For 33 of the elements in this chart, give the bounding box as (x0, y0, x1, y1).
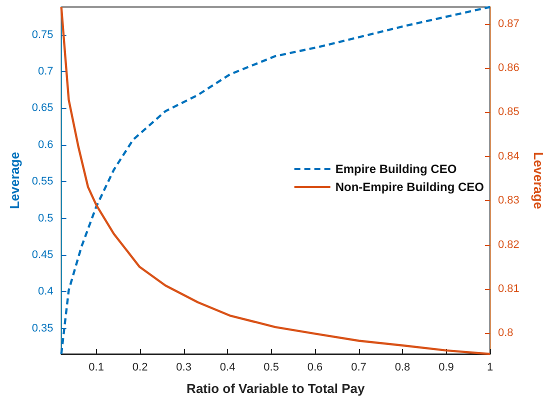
y-tick-label: 0.6 (38, 138, 54, 151)
x-tick-label: 0.9 (438, 362, 454, 374)
y2-tick-label: 0.87 (498, 18, 520, 30)
y-tick-label: 0.75 (32, 28, 54, 41)
y-tick-label: 0.35 (32, 322, 54, 334)
y2-tick-label: 0.82 (498, 238, 520, 251)
y-tick-label: 0.4 (38, 286, 54, 298)
x-axis-title: Ratio of Variable to Total Pay (186, 381, 366, 396)
y2-tick-label: 0.85 (498, 106, 520, 118)
x-tick-label: 0.6 (307, 362, 323, 374)
legend-label: Empire Building CEO (335, 162, 457, 176)
y-tick-label: 0.5 (38, 212, 54, 224)
y2-tick-label: 0.81 (498, 283, 520, 296)
x-tick-label: 0.8 (394, 362, 410, 374)
y2-tick-label: 0.83 (498, 194, 520, 207)
y-tick-label: 0.65 (32, 102, 54, 114)
x-tick-label: 0.7 (351, 362, 366, 374)
x-tick-label: 0.4 (220, 362, 236, 374)
y-tick-label: 0.55 (32, 176, 54, 188)
y2-tick-label: 0.84 (498, 150, 520, 162)
y-axis-title: Leverage (7, 152, 22, 210)
x-tick-label: 0.2 (132, 362, 148, 374)
line-series (60, 6, 492, 356)
x-tick-label: 0.3 (176, 362, 192, 374)
y-tick-label: 0.45 (32, 248, 54, 261)
x-tick-label: 0.1 (88, 362, 104, 374)
legend-label: Non-Empire Building CEO (335, 180, 484, 194)
y2-axis-title: Leverage (531, 152, 546, 210)
y2-tick-label: 0.8 (498, 327, 514, 340)
y2-tick-label: 0.86 (498, 62, 520, 74)
x-tick-label: 1 (486, 362, 494, 374)
y-tick-label: 0.7 (38, 66, 54, 78)
x-tick-label: 0.5 (264, 362, 279, 374)
